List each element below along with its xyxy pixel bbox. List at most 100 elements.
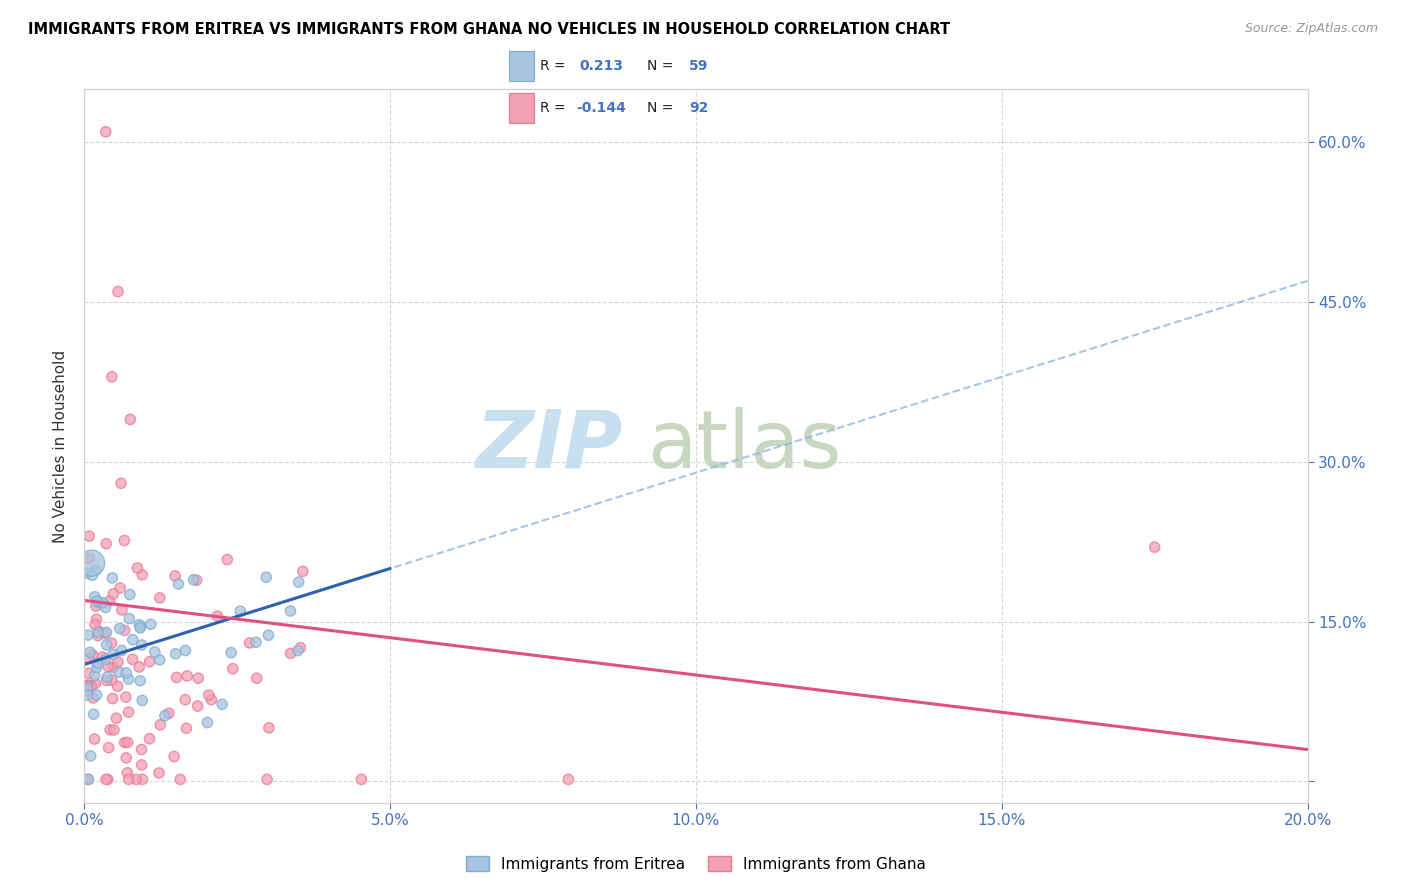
Point	[117, 765, 139, 780]
Point	[76, 679, 98, 693]
Point	[117, 672, 139, 686]
Point	[94, 600, 117, 615]
Point	[115, 690, 138, 704]
Point	[157, 706, 180, 721]
Point	[219, 646, 242, 660]
Point	[97, 772, 120, 787]
Point	[163, 749, 186, 764]
Point	[93, 626, 115, 640]
Point	[174, 692, 197, 706]
Point	[103, 660, 125, 674]
Point	[91, 650, 114, 665]
Point	[79, 551, 101, 566]
Point	[131, 742, 153, 756]
Text: 59: 59	[689, 59, 709, 73]
Text: -0.144: -0.144	[576, 101, 626, 115]
Point	[121, 652, 143, 666]
Text: R =: R =	[540, 59, 565, 73]
Point	[84, 563, 107, 577]
Point	[79, 645, 101, 659]
Point	[256, 772, 278, 787]
Point	[107, 679, 129, 693]
Point	[131, 758, 153, 772]
Point	[108, 665, 131, 680]
FancyBboxPatch shape	[509, 94, 534, 123]
Point	[149, 653, 172, 667]
Point	[96, 673, 118, 688]
Point	[80, 679, 103, 693]
Point	[121, 632, 143, 647]
Point	[103, 587, 125, 601]
Point	[118, 612, 141, 626]
Point	[94, 652, 117, 666]
FancyBboxPatch shape	[509, 51, 534, 80]
Point	[83, 707, 105, 722]
Point	[84, 676, 107, 690]
Legend: Immigrants from Eritrea, Immigrants from Ghana: Immigrants from Eritrea, Immigrants from…	[460, 850, 932, 878]
Point	[254, 570, 277, 584]
Point	[280, 604, 302, 618]
Point	[187, 671, 209, 685]
Point	[211, 698, 233, 712]
Point	[76, 688, 98, 702]
Point	[118, 772, 141, 787]
Point	[127, 561, 149, 575]
Point	[245, 635, 267, 649]
Point	[129, 619, 152, 633]
Point	[101, 648, 124, 662]
Point	[287, 575, 309, 590]
Point	[101, 673, 124, 688]
Point	[290, 640, 312, 655]
Point	[83, 669, 105, 683]
Text: N =: N =	[647, 101, 673, 115]
Point	[86, 657, 108, 671]
Point	[103, 723, 125, 737]
Point	[129, 673, 152, 688]
Point	[91, 596, 114, 610]
Point	[87, 624, 110, 639]
Point	[131, 638, 153, 652]
Point	[77, 628, 100, 642]
Point	[108, 581, 131, 595]
Point	[114, 624, 136, 638]
Point	[80, 556, 103, 570]
Point	[96, 537, 118, 551]
Point	[87, 629, 110, 643]
Point	[131, 693, 153, 707]
Point	[129, 621, 152, 635]
Point	[101, 571, 124, 585]
Point	[83, 732, 105, 747]
Point	[128, 660, 150, 674]
Text: ZIP: ZIP	[475, 407, 623, 485]
Point	[280, 647, 302, 661]
Point	[195, 715, 218, 730]
Text: 92: 92	[689, 101, 709, 115]
Point	[86, 660, 108, 674]
Point	[222, 662, 245, 676]
Point	[76, 678, 98, 692]
Point	[148, 766, 170, 780]
Point	[287, 643, 309, 657]
Text: Source: ZipAtlas.com: Source: ZipAtlas.com	[1244, 22, 1378, 36]
Point	[257, 628, 280, 642]
Point	[115, 665, 138, 680]
Point	[101, 369, 124, 384]
Text: 0.213: 0.213	[579, 59, 623, 73]
Point	[114, 735, 136, 749]
Point	[118, 587, 141, 601]
Point	[246, 671, 269, 685]
Point	[86, 594, 108, 608]
Point	[107, 655, 129, 669]
Point	[165, 569, 187, 583]
Point	[84, 617, 107, 632]
Point	[149, 718, 172, 732]
Text: IMMIGRANTS FROM ERITREA VS IMMIGRANTS FROM GHANA NO VEHICLES IN HOUSEHOLD CORREL: IMMIGRANTS FROM ERITREA VS IMMIGRANTS FR…	[28, 22, 950, 37]
Point	[187, 699, 209, 714]
Text: N =: N =	[647, 59, 673, 73]
Point	[87, 595, 110, 609]
Point	[108, 622, 131, 636]
Point	[112, 533, 135, 548]
Point	[176, 669, 198, 683]
Y-axis label: No Vehicles in Household: No Vehicles in Household	[53, 350, 69, 542]
Point	[100, 636, 122, 650]
